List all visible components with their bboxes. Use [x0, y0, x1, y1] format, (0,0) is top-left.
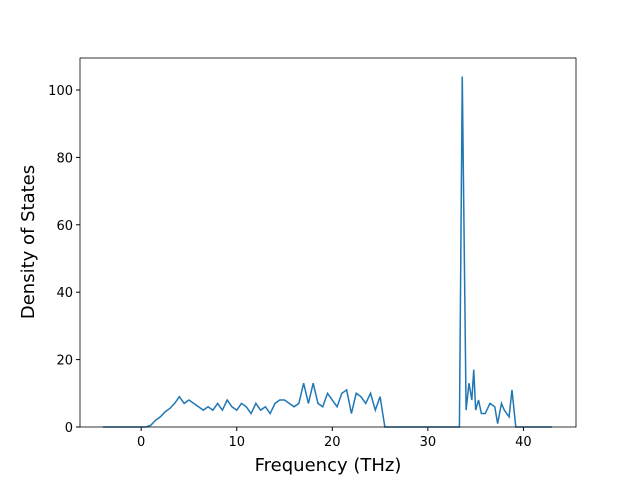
x-axis-label: Frequency (THz): [255, 455, 402, 476]
axes-frame: [79, 57, 577, 428]
x-tick-label: 20: [324, 435, 341, 450]
y-tick-label: 80: [56, 151, 73, 166]
x-tick-label: 10: [228, 435, 245, 450]
y-tick-label: 40: [56, 286, 73, 301]
x-tick-label: 0: [137, 435, 145, 450]
line: [102, 76, 553, 428]
y-tick-label: 20: [56, 354, 73, 369]
y-tick-label: 100: [48, 84, 73, 99]
x-tick-label: 40: [515, 435, 532, 450]
y-tick-label: 0: [65, 421, 73, 436]
y-axis-label: Density of States: [18, 165, 39, 319]
y-tick-label: 60: [56, 219, 73, 234]
x-tick-label: 30: [420, 435, 437, 450]
